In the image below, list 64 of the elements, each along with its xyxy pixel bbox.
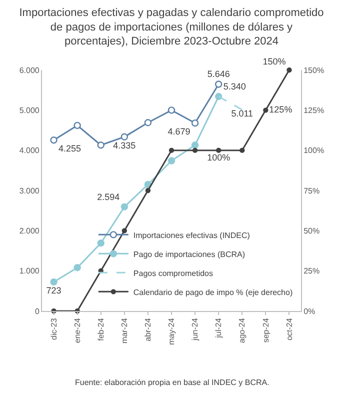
- point: [263, 108, 268, 113]
- x-tick-label: dic-23: [49, 318, 58, 340]
- x-tick-label: abr-24: [144, 318, 153, 342]
- legend-label: Pago de importaciones (BCRA): [133, 250, 246, 259]
- point: [286, 67, 292, 73]
- point: [122, 228, 128, 234]
- y-tick-label: 2.000: [19, 226, 40, 236]
- x-tick-label: jul-24: [214, 318, 224, 339]
- point: [120, 133, 128, 140]
- legend-label: Pagos comprometidos: [133, 268, 214, 278]
- x-tick-label: may-24: [167, 318, 176, 345]
- data-label: 150%: [262, 56, 286, 66]
- point: [168, 157, 176, 164]
- x-tick-label: feb-24: [96, 318, 106, 341]
- point: [50, 278, 58, 286]
- data-label: 100%: [207, 152, 230, 163]
- y2-tick-label: 150%: [304, 66, 324, 75]
- point: [74, 122, 81, 130]
- y-tick-label: 0: [34, 306, 40, 316]
- data-label: 723: [46, 285, 62, 296]
- data-label: 2.594: [97, 192, 120, 202]
- x-tick-label: mar-24: [120, 318, 130, 344]
- point: [97, 240, 104, 247]
- point: [97, 142, 104, 149]
- point: [144, 119, 152, 126]
- y2-tick-label: 50%: [304, 226, 320, 236]
- data-label: 4.255: [58, 144, 82, 154]
- x-tick-label: ene-24: [72, 318, 82, 344]
- y-tick-label: 5.000: [19, 106, 40, 115]
- y-tick-label: 6.000: [19, 66, 40, 75]
- data-label: 5.340: [223, 82, 246, 92]
- y2-tick-label: 0%: [304, 306, 316, 316]
- data-label: 5.646: [207, 69, 230, 80]
- source-note: Fuente: elaboración propia en base al INDEC y BCRA.: [75, 378, 270, 387]
- point: [240, 148, 245, 153]
- point: [145, 188, 151, 194]
- point: [191, 119, 199, 127]
- y-tick-label: 1.000: [19, 266, 40, 276]
- point: [216, 148, 222, 153]
- legend-label: Importaciones efectivas (INDEC): [133, 230, 250, 240]
- chart-title: Importaciones efectivas y pagadas y calendario comprometido de pagos de importaciones (millones de dólares y porcentajes), Diciembre 2023-Octubre 2024: [19, 7, 324, 48]
- point: [50, 136, 58, 144]
- y-tick-label: 3.000: [19, 186, 40, 196]
- x-tick-label: ago-24: [238, 318, 247, 344]
- y2-tick-label: 75%: [304, 186, 320, 196]
- y2-tick-label: 25%: [304, 266, 320, 276]
- point: [74, 264, 81, 272]
- y2-tick-label: 125%: [304, 106, 324, 115]
- point: [168, 148, 174, 153]
- x-tick-label: jun-24: [190, 318, 200, 342]
- x-tick-label: sep-24: [261, 318, 270, 343]
- point: [214, 80, 222, 88]
- point: [192, 148, 198, 153]
- point: [120, 203, 128, 210]
- point: [191, 142, 199, 149]
- point: [168, 106, 176, 114]
- data-label: 4.679: [168, 126, 190, 137]
- y2-tick-label: 100%: [304, 146, 324, 156]
- data-label: 125%: [269, 104, 292, 114]
- data-label: 5.011: [231, 108, 254, 118]
- y-tick-label: 4.000: [19, 146, 40, 156]
- legend-label: Calendario de pago de impo % (eje derecho): [133, 288, 293, 297]
- data-label: 4.335: [113, 140, 136, 150]
- x-tick-label: oct-24: [284, 318, 294, 340]
